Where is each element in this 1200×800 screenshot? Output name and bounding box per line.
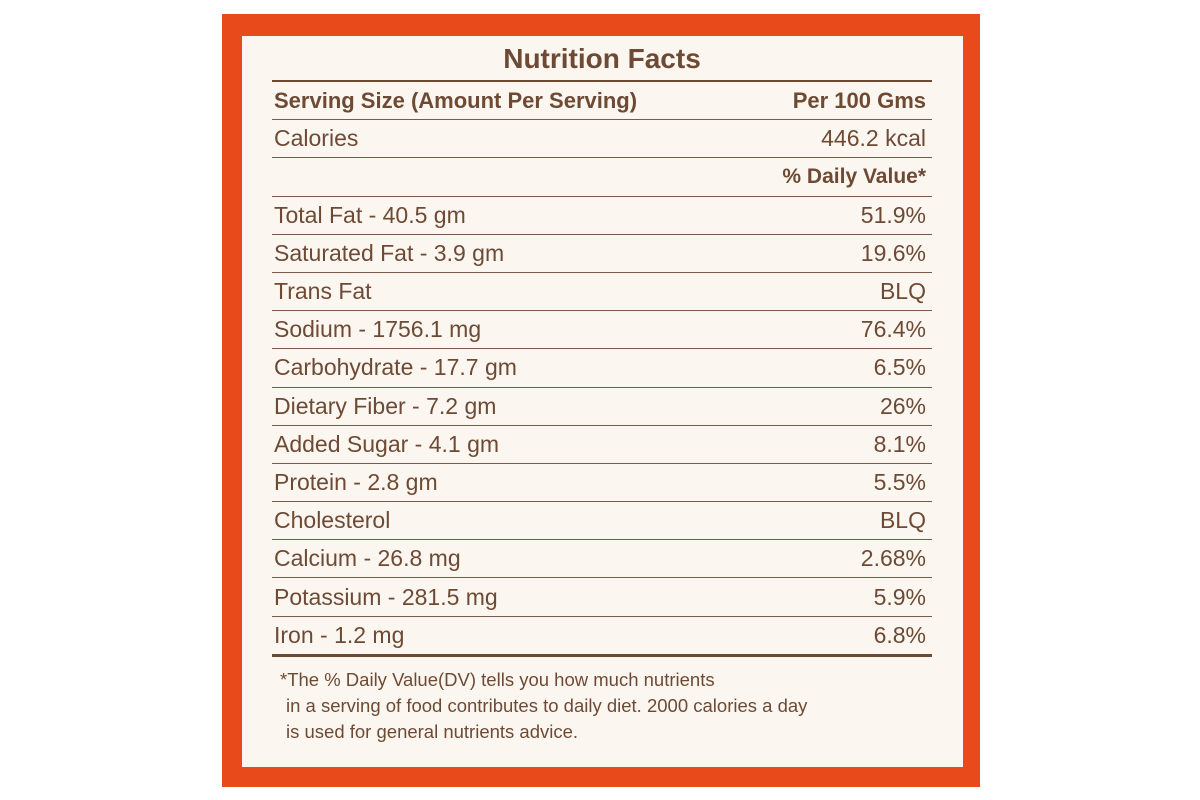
nutrient-name: Dietary Fiber - 7.2 gm [274,392,497,419]
nutrient-daily-value: BLQ [879,507,926,534]
footnote-line: in a serving of food contributes to dail… [286,694,808,716]
nutrient-name: Iron - 1.2 mg [274,621,405,648]
nutrient-row: Total Fat - 40.5 gm 51.9% [272,197,932,235]
nutrient-daily-value: 6.5% [873,354,926,381]
nutrient-daily-value: 6.8% [873,621,926,648]
nutrient-name: Cholesterol [274,507,391,534]
nutrient-name: Carbohydrate - 17.7 gm [274,354,517,381]
nutrient-daily-value: 5.5% [873,468,926,495]
nutrient-daily-value: BLQ [879,278,926,305]
serving-size-label: Serving Size (Amount Per Serving) [274,87,638,113]
daily-value-footnote: *The % Daily Value(DV) tells you how muc… [272,667,932,745]
calories-value: 446.2 kcal [821,125,926,152]
serving-size-row: Serving Size (Amount Per Serving) Per 10… [272,82,932,121]
nutrition-facts-label: Nutrition Facts Serving Size (Amount Per… [272,36,932,745]
serving-size-value: Per 100 Gms [792,87,926,113]
calories-row: Calories 446.2 kcal [272,120,932,159]
nutrient-name: Trans Fat [274,278,372,305]
nutrient-daily-value: 76.4% [860,316,926,343]
nutrient-daily-value: 51.9% [860,201,926,228]
nutrient-row: Calcium - 26.8 mg 2.68% [272,540,932,579]
nutrient-name: Potassium - 281.5 mg [274,583,498,610]
nutrient-daily-value: 8.1% [873,430,926,457]
nutrient-name: Sodium - 1756.1 mg [274,316,482,343]
nutrient-row: Dietary Fiber - 7.2 gm 26% [272,388,932,426]
footnote-line: is used for general nutrients advice. [286,720,579,742]
nutrient-row: Potassium - 281.5 mg 5.9% [272,578,932,617]
nutrient-daily-value: 19.6% [860,239,926,266]
daily-value-header: % Daily Value* [782,164,926,188]
nutrient-name: Added Sugar - 4.1 gm [274,430,500,457]
label-title: Nutrition Facts [272,36,932,82]
nutrient-name: Saturated Fat - 3.9 gm [274,239,505,266]
nutrient-row: Saturated Fat - 3.9 gm 19.6% [272,235,932,273]
nutrient-row: Carbohydrate - 17.7 gm 6.5% [272,349,932,388]
nutrient-daily-value: 5.9% [873,583,926,610]
nutrient-row: Iron - 1.2 mg 6.8% [272,617,932,657]
nutrient-name: Total Fat - 40.5 gm [274,201,466,228]
calories-label: Calories [274,125,359,152]
nutrient-row: Sodium - 1756.1 mg 76.4% [272,311,932,350]
footnote-line: *The % Daily Value(DV) tells you how muc… [280,668,715,690]
nutrient-name: Protein - 2.8 gm [274,468,438,495]
nutrient-name: Calcium - 26.8 mg [274,545,461,572]
nutrient-daily-value: 2.68% [860,545,926,572]
nutrient-row: Trans Fat BLQ [272,273,932,312]
nutrient-row: Added Sugar - 4.1 gm 8.1% [272,426,932,464]
nutrient-row: Protein - 2.8 gm 5.5% [272,464,932,503]
nutrient-row: Cholesterol BLQ [272,502,932,541]
daily-value-header-row: % Daily Value* [272,158,932,197]
nutrient-daily-value: 26% [879,392,926,419]
